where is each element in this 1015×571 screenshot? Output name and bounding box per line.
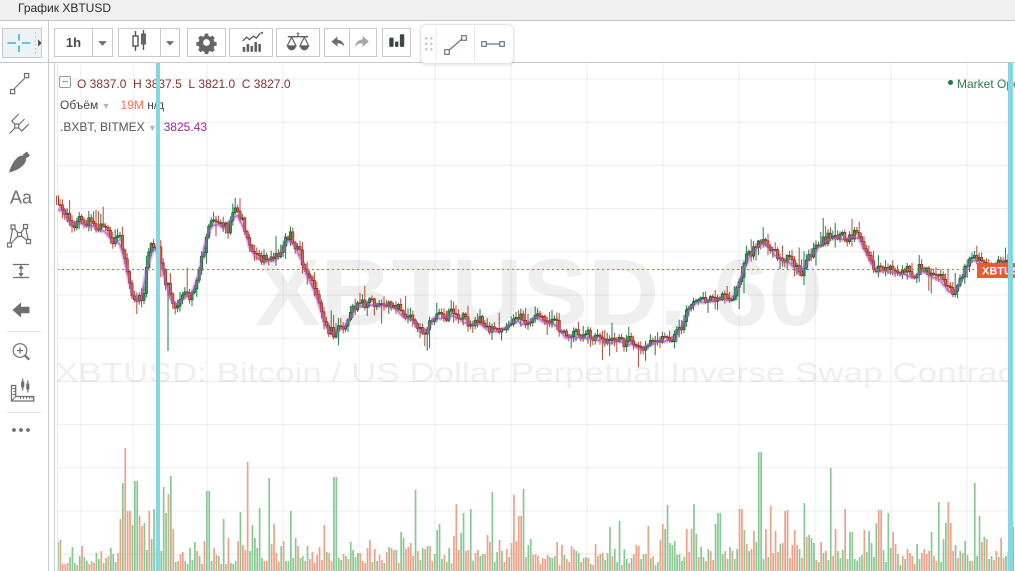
svg-text:XBTUSD, 60: XBTUSD, 60 <box>255 240 823 346</box>
svg-text:Aa: Aa <box>10 188 33 208</box>
svg-text:XBTUS: XBTUS <box>982 266 1015 278</box>
svg-text:XBTUSD: Bitcoin / US Dollar Pe: XBTUSD: Bitcoin / US Dollar Perpetual In… <box>55 357 1015 388</box>
